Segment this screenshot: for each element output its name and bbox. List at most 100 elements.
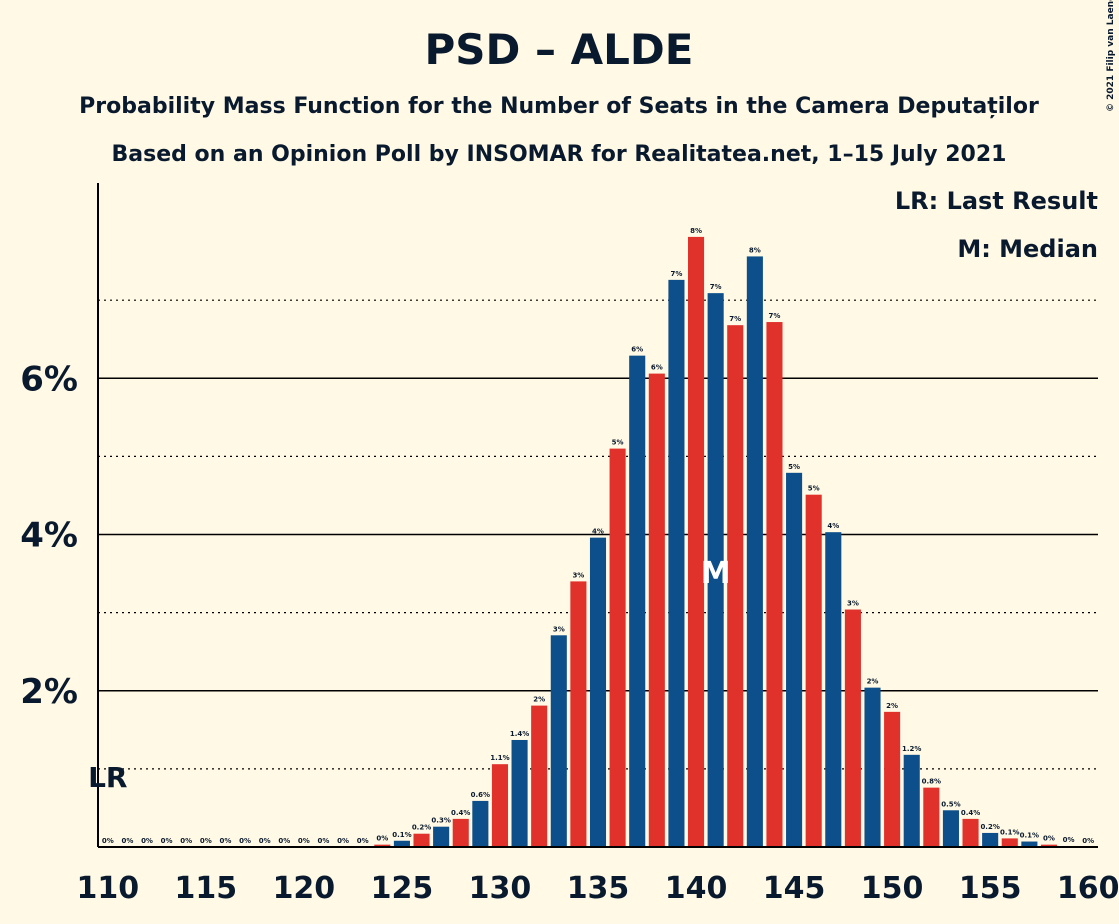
- value-label: 0%: [141, 837, 153, 845]
- bar: [727, 325, 744, 848]
- bar: [472, 800, 489, 847]
- bar: [903, 754, 920, 847]
- x-tick-label: 155: [959, 871, 1022, 906]
- value-label: 0%: [239, 837, 251, 845]
- bar: [589, 537, 607, 847]
- bar: [609, 448, 626, 847]
- bar: [668, 279, 685, 848]
- bar: [864, 687, 881, 847]
- value-label: 0.5%: [941, 800, 960, 808]
- value-label: 0%: [1043, 835, 1055, 843]
- value-label: 0%: [121, 837, 133, 845]
- bar: [374, 844, 391, 847]
- bar: [433, 826, 450, 847]
- chart-title: PSD – ALDE: [425, 25, 694, 74]
- value-label: 0.1%: [392, 831, 411, 839]
- bar: [1001, 838, 1018, 847]
- legend-entry: LR: Last Result: [895, 187, 1098, 215]
- value-label: 6%: [651, 364, 663, 372]
- bar: [982, 832, 999, 847]
- value-label: 0%: [376, 835, 388, 843]
- value-label: 4%: [827, 522, 839, 530]
- value-label: 3%: [847, 600, 859, 608]
- value-label: 0%: [318, 837, 330, 845]
- y-tick-label: 6%: [20, 359, 78, 399]
- value-label: 0.1%: [1020, 832, 1039, 840]
- median-marker: M: [701, 556, 731, 591]
- value-label: 5%: [788, 463, 800, 471]
- bar: [1021, 841, 1038, 847]
- last-result-marker: LR: [88, 761, 127, 794]
- x-tick-label: 150: [861, 871, 924, 906]
- value-label: 0.4%: [961, 809, 980, 817]
- value-label: 7%: [729, 315, 741, 323]
- value-label: 6%: [631, 346, 643, 354]
- bar: [511, 739, 528, 847]
- bar: [766, 322, 783, 847]
- value-label: 1.1%: [490, 754, 509, 762]
- bar: [393, 840, 410, 847]
- x-tick-label: 120: [273, 871, 336, 906]
- bar: [923, 787, 940, 847]
- chart-subtitle: Based on an Opinion Poll by INSOMAR for …: [112, 142, 1007, 167]
- value-label: 0%: [102, 837, 114, 845]
- value-label: 0%: [1063, 836, 1075, 844]
- legend-entry: M: Median: [957, 235, 1098, 263]
- x-tick-label: 130: [469, 871, 532, 906]
- chart-subtitle: Probability Mass Function for the Number…: [79, 94, 1039, 119]
- x-tick-label: 160: [1057, 871, 1119, 906]
- value-label: 0%: [357, 837, 369, 845]
- bar: [1040, 844, 1058, 847]
- value-label: 7%: [710, 283, 722, 291]
- value-label: 0%: [180, 837, 192, 845]
- bar: [786, 472, 803, 847]
- bar: [884, 711, 901, 847]
- value-label: 7%: [769, 312, 781, 320]
- value-label: 5%: [808, 485, 820, 493]
- x-tick-label: 110: [76, 871, 139, 906]
- bar: [531, 705, 548, 847]
- copyright: © 2021 Filip van Laenen: [1106, 0, 1116, 112]
- bar: [452, 818, 469, 847]
- value-label: 1.4%: [510, 730, 529, 738]
- bar: [805, 494, 822, 847]
- bar: [648, 373, 665, 847]
- bar: [550, 635, 567, 847]
- value-label: 8%: [749, 246, 761, 254]
- value-label: 0%: [200, 837, 212, 845]
- bar: [491, 764, 508, 847]
- y-tick-label: 4%: [20, 516, 78, 556]
- value-label: 0%: [1082, 837, 1094, 845]
- value-label: 7%: [670, 270, 682, 278]
- value-label: 0.8%: [922, 778, 941, 786]
- value-label: 2%: [867, 678, 879, 686]
- x-tick-label: 115: [175, 871, 238, 906]
- value-label: 4%: [592, 528, 604, 536]
- value-label: 3%: [572, 571, 584, 579]
- value-label: 1.2%: [902, 745, 921, 753]
- bar: [413, 833, 430, 847]
- bar: [942, 810, 959, 847]
- value-label: 3%: [553, 625, 565, 633]
- value-label: 0.2%: [980, 823, 999, 831]
- bar: [962, 818, 979, 847]
- value-label: 0%: [161, 837, 173, 845]
- value-label: 0%: [337, 837, 349, 845]
- value-label: 2%: [533, 696, 545, 704]
- value-label: 0.3%: [431, 817, 450, 825]
- bar: [688, 236, 705, 847]
- bar: [746, 256, 763, 847]
- x-tick-label: 145: [763, 871, 826, 906]
- value-label: 0.2%: [412, 824, 431, 832]
- value-label: 0%: [220, 837, 232, 845]
- value-label: 0.6%: [471, 791, 490, 799]
- bar: [844, 609, 861, 847]
- value-label: 0%: [259, 837, 271, 845]
- x-tick-label: 125: [371, 871, 434, 906]
- bar: [570, 581, 587, 847]
- bar: [629, 355, 646, 847]
- value-label: 5%: [612, 439, 624, 447]
- value-label: 0.1%: [1000, 828, 1019, 836]
- value-label: 2%: [886, 702, 898, 710]
